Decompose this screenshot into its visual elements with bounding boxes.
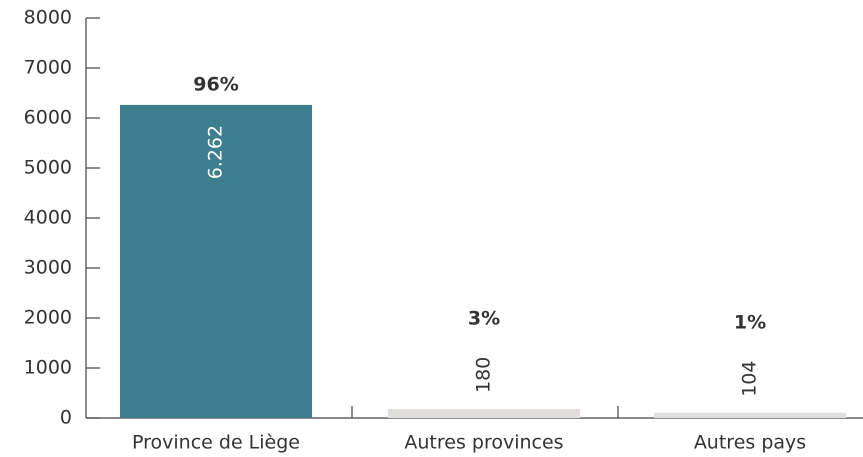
value-label: 6.262 <box>205 125 227 179</box>
x-tick-label: Autres provinces <box>404 432 563 454</box>
x-tick-label: Autres pays <box>694 432 806 454</box>
y-tick-label: 5000 <box>24 157 72 179</box>
bar <box>120 104 312 419</box>
y-tick-label: 2000 <box>24 307 72 329</box>
bar <box>654 412 846 418</box>
y-tick-label: 8000 <box>24 7 72 29</box>
percent-label: 1% <box>734 311 766 333</box>
y-tick-label: 4000 <box>24 207 72 229</box>
y-tick-label: 6000 <box>24 107 72 129</box>
percent-label: 96% <box>193 73 238 95</box>
y-tick-label: 0 <box>60 407 72 429</box>
percent-label: 3% <box>468 308 500 330</box>
bar <box>388 409 580 418</box>
y-tick-label: 1000 <box>24 357 72 379</box>
y-tick-label: 7000 <box>24 57 72 79</box>
y-tick-label: 3000 <box>24 257 72 279</box>
x-tick-label: Province de Liège <box>132 432 300 454</box>
value-label: 104 <box>739 361 761 397</box>
value-label: 180 <box>473 357 495 393</box>
